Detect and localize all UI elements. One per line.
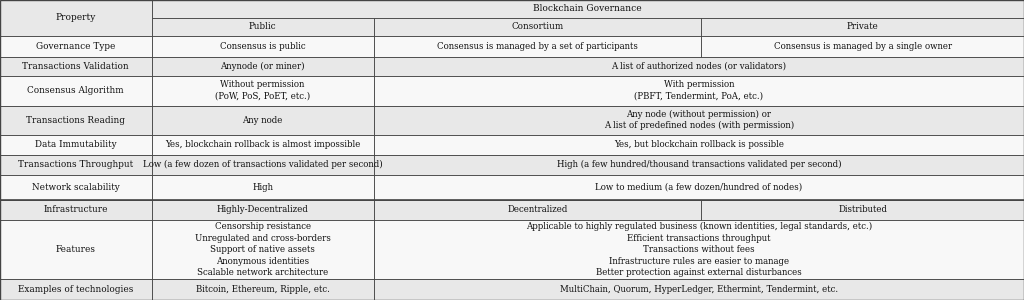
Bar bbox=[374, 106, 1024, 135]
Bar bbox=[0, 200, 152, 220]
Bar bbox=[374, 135, 1024, 155]
Bar bbox=[152, 175, 374, 200]
Text: Consensus is public: Consensus is public bbox=[220, 42, 305, 51]
Bar bbox=[0, 76, 152, 106]
Text: A list of authorized nodes (or validators): A list of authorized nodes (or validator… bbox=[611, 61, 786, 70]
Text: With permission
(PBFT, Tendermint, PoA, etc.): With permission (PBFT, Tendermint, PoA, … bbox=[634, 80, 764, 101]
Text: Blockchain Governance: Blockchain Governance bbox=[534, 4, 642, 14]
Bar bbox=[152, 106, 374, 135]
Bar bbox=[374, 175, 1024, 200]
Bar bbox=[374, 76, 1024, 106]
Text: Transactions Throughput: Transactions Throughput bbox=[18, 160, 133, 169]
Text: Low (a few dozen of transactions validated per second): Low (a few dozen of transactions validat… bbox=[142, 160, 383, 169]
Text: Censorship resistance
Unregulated and cross-borders
Support of native assets
Ano: Censorship resistance Unregulated and cr… bbox=[195, 222, 331, 277]
Text: Public: Public bbox=[249, 22, 276, 32]
Bar bbox=[374, 154, 1024, 175]
Bar bbox=[374, 220, 1024, 279]
Text: MultiChain, Quorum, HyperLedger, Ethermint, Tendermint, etc.: MultiChain, Quorum, HyperLedger, Ethermi… bbox=[560, 285, 838, 294]
Text: Network scalability: Network scalability bbox=[32, 183, 120, 192]
Text: Low to medium (a few dozen/hundred of nodes): Low to medium (a few dozen/hundred of no… bbox=[595, 183, 803, 192]
Bar bbox=[374, 57, 1024, 76]
Text: Consensus is managed by a set of participants: Consensus is managed by a set of partici… bbox=[437, 42, 638, 51]
Text: Yes, but blockchain rollback is possible: Yes, but blockchain rollback is possible bbox=[613, 140, 784, 149]
Text: Infrastructure: Infrastructure bbox=[44, 206, 108, 214]
Bar bbox=[0, 57, 152, 76]
Bar bbox=[0, 175, 152, 200]
Bar bbox=[0, 154, 152, 175]
Text: Examples of technologies: Examples of technologies bbox=[18, 285, 133, 294]
Bar bbox=[152, 76, 374, 106]
Bar bbox=[0, 220, 152, 279]
Text: Without permission
(PoW, PoS, PoET, etc.): Without permission (PoW, PoS, PoET, etc.… bbox=[215, 80, 310, 101]
Bar bbox=[0, 279, 152, 300]
Bar bbox=[152, 220, 374, 279]
Bar bbox=[152, 200, 374, 220]
Bar bbox=[152, 135, 374, 155]
Bar bbox=[374, 18, 701, 36]
Bar bbox=[0, 106, 152, 135]
Bar bbox=[0, 0, 152, 36]
Bar bbox=[701, 200, 1024, 220]
Bar bbox=[701, 18, 1024, 36]
Text: Any node (without permission) or
A list of predefined nodes (with permission): Any node (without permission) or A list … bbox=[604, 110, 794, 130]
Text: Highly-Decentralized: Highly-Decentralized bbox=[217, 206, 308, 214]
Bar bbox=[701, 36, 1024, 57]
Text: High (a few hundred/thousand transactions validated per second): High (a few hundred/thousand transaction… bbox=[557, 160, 841, 169]
Text: Property: Property bbox=[55, 14, 96, 22]
Text: Distributed: Distributed bbox=[839, 206, 887, 214]
Text: Decentralized: Decentralized bbox=[508, 206, 567, 214]
Bar bbox=[374, 36, 701, 57]
Bar bbox=[152, 154, 374, 175]
Text: Yes, blockchain rollback is almost impossible: Yes, blockchain rollback is almost impos… bbox=[165, 140, 360, 149]
Text: Applicable to highly regulated business (known identities, legal standards, etc.: Applicable to highly regulated business … bbox=[525, 222, 872, 277]
Text: Any node: Any node bbox=[243, 116, 283, 124]
Text: High: High bbox=[252, 183, 273, 192]
Text: Consensus Algorithm: Consensus Algorithm bbox=[28, 86, 124, 95]
Bar bbox=[152, 0, 1024, 18]
Bar bbox=[152, 18, 1024, 36]
Bar bbox=[152, 279, 374, 300]
Bar bbox=[374, 279, 1024, 300]
Text: Features: Features bbox=[55, 245, 96, 254]
Text: Anynode (or miner): Anynode (or miner) bbox=[220, 61, 305, 71]
Bar bbox=[0, 36, 152, 57]
Text: Data Immutability: Data Immutability bbox=[35, 140, 117, 149]
Text: Governance Type: Governance Type bbox=[36, 42, 116, 51]
Text: Transactions Validation: Transactions Validation bbox=[23, 61, 129, 70]
Text: Transactions Reading: Transactions Reading bbox=[27, 116, 125, 124]
Bar bbox=[374, 200, 701, 220]
Text: Consortium: Consortium bbox=[511, 22, 564, 32]
Text: Private: Private bbox=[847, 22, 879, 32]
Text: Bitcoin, Ethereum, Ripple, etc.: Bitcoin, Ethereum, Ripple, etc. bbox=[196, 285, 330, 294]
Text: Consensus is managed by a single owner: Consensus is managed by a single owner bbox=[774, 42, 951, 51]
Bar bbox=[152, 18, 374, 36]
Bar bbox=[152, 36, 374, 57]
Bar bbox=[0, 135, 152, 155]
Bar bbox=[152, 57, 374, 76]
